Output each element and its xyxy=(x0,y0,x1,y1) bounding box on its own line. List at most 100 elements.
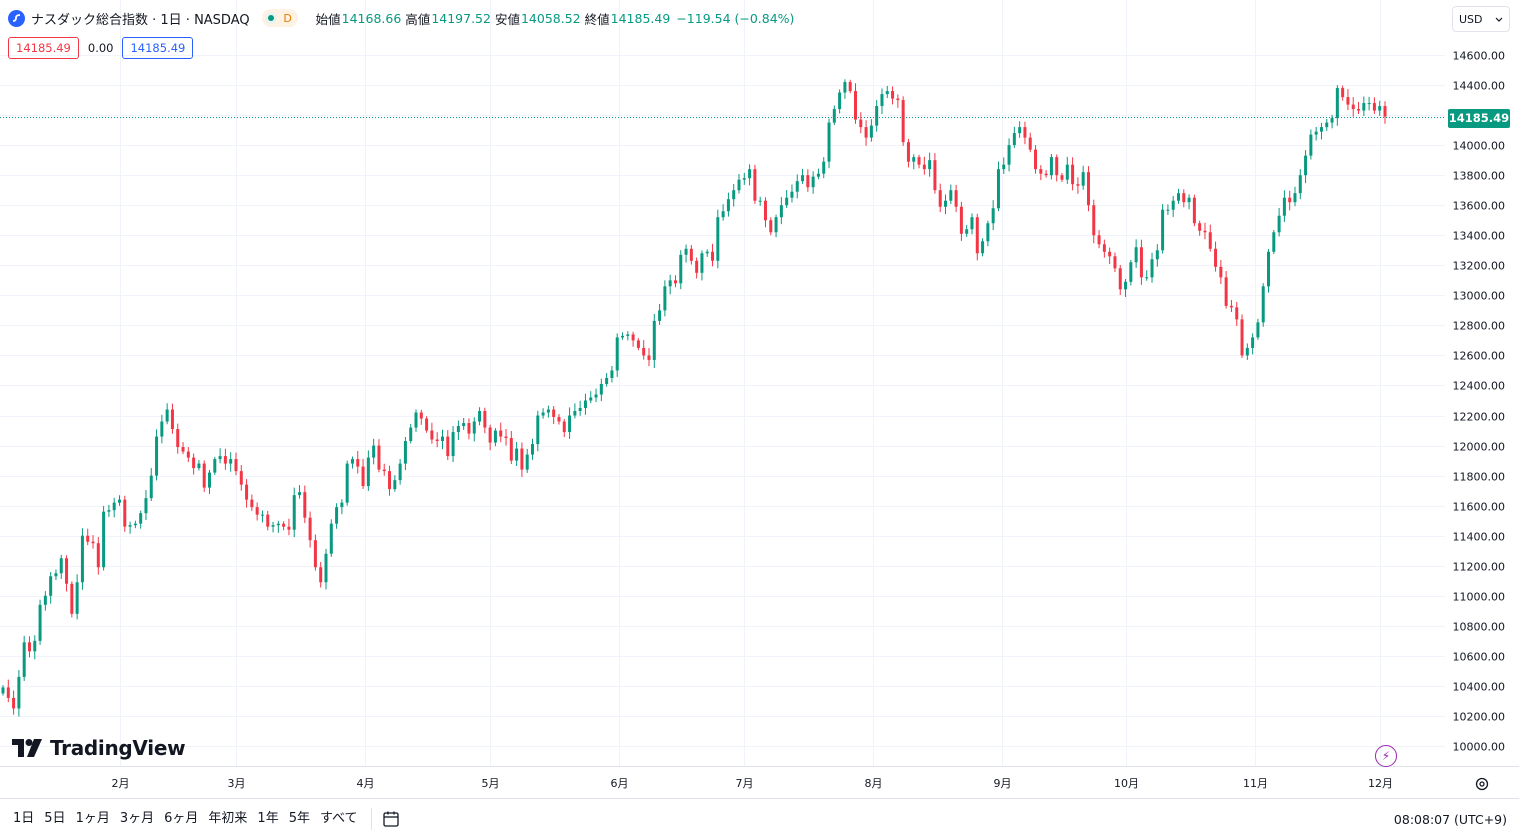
candle xyxy=(753,164,757,204)
market-open-dot-icon xyxy=(264,12,277,24)
candle xyxy=(117,495,121,506)
low-value: 14058.52 xyxy=(520,10,581,26)
price-chart[interactable]: 10000.00 10200.00 10400.00 10600.00 10800.00… xyxy=(0,0,1519,798)
candle-body xyxy=(462,423,466,427)
range-1m-button[interactable]: 1ヶ月 xyxy=(75,811,110,826)
price-tick-label: 10800.00 xyxy=(1453,621,1506,634)
range-3m-button[interactable]: 3ヶ月 xyxy=(119,811,155,826)
candle-body xyxy=(673,280,677,284)
candle-body xyxy=(6,687,10,698)
candle xyxy=(282,521,286,531)
range-ytd-button[interactable]: 年初来 xyxy=(208,811,248,826)
candle xyxy=(350,456,354,469)
lightning-icon[interactable]: ⚡ xyxy=(1375,745,1397,767)
range-all-button[interactable]: すべて xyxy=(319,811,358,826)
candle-body xyxy=(922,164,926,170)
candle xyxy=(536,410,540,452)
candle-body xyxy=(298,492,302,496)
candle-body xyxy=(102,511,106,568)
candle xyxy=(1267,249,1271,293)
candle xyxy=(1012,126,1016,148)
range-5y-button[interactable]: 5年 xyxy=(288,811,310,826)
candle-body xyxy=(239,471,243,485)
candle-body xyxy=(1346,97,1350,105)
candle-body xyxy=(864,127,868,138)
candle-body xyxy=(912,157,916,162)
candle xyxy=(642,340,646,360)
ask-value-box[interactable]: 14185.49 xyxy=(122,37,194,59)
candle xyxy=(49,572,53,604)
calendar-range-icon[interactable] xyxy=(380,808,402,830)
currency-select[interactable]: USD xyxy=(1452,6,1510,32)
candle-body xyxy=(1304,155,1308,176)
candle-body xyxy=(292,495,296,530)
candle xyxy=(652,313,656,369)
candle-body xyxy=(1012,133,1016,146)
candle-body xyxy=(557,417,561,422)
candle xyxy=(1118,265,1122,296)
candle xyxy=(1039,165,1043,181)
grid-lines xyxy=(0,0,1445,766)
bid-value-box[interactable]: 14185.49 xyxy=(8,37,79,59)
candle xyxy=(647,348,651,367)
candle-body xyxy=(541,412,545,416)
candle xyxy=(425,416,429,433)
candle xyxy=(292,487,296,538)
candle-body xyxy=(160,421,164,437)
low-label: 安値 xyxy=(494,11,520,27)
symbol-logo-icon xyxy=(8,9,25,27)
candle-body xyxy=(536,415,540,445)
high-label: 高値 xyxy=(405,11,431,27)
candle-body xyxy=(123,499,127,527)
candle-body xyxy=(726,199,730,212)
candle-body xyxy=(949,190,953,201)
candle xyxy=(716,209,720,269)
candle-body xyxy=(282,523,286,527)
candle-body xyxy=(801,175,805,182)
candle-body xyxy=(748,169,752,179)
candle xyxy=(1219,260,1223,285)
price-tick-label: 13400.00 xyxy=(1453,230,1506,243)
candle-body xyxy=(1145,277,1149,279)
candle xyxy=(1161,204,1165,254)
range-1y-button[interactable]: 1年 xyxy=(257,811,279,826)
candle-body xyxy=(986,223,990,242)
candle-body xyxy=(1351,104,1355,110)
candle-body xyxy=(446,436,450,457)
clock-time[interactable]: 08:08:07 (UTC+9) xyxy=(1393,811,1507,827)
candle-body xyxy=(1076,184,1080,186)
candle-body xyxy=(594,394,598,398)
candle-body xyxy=(218,456,222,460)
candle-body xyxy=(1065,164,1069,180)
time-axis[interactable]: 232月3月4月5月6月7月8月9月10月11月12月 xyxy=(0,766,1519,791)
candle-body xyxy=(382,469,386,472)
candle xyxy=(541,408,545,419)
candle-body xyxy=(525,454,529,470)
candle-body xyxy=(1251,337,1255,348)
candle xyxy=(1378,100,1382,116)
candle xyxy=(737,173,741,194)
candle xyxy=(1097,230,1101,249)
candle xyxy=(605,373,609,387)
candle-body xyxy=(1203,230,1207,233)
tradingview-logo-icon xyxy=(12,739,42,757)
candle xyxy=(1282,190,1286,222)
candle xyxy=(271,521,275,533)
price-axis[interactable]: 10000.00 10200.00 10400.00 10600.00 10800.00… xyxy=(1453,50,1506,754)
range-6m-button[interactable]: 6ヶ月 xyxy=(164,811,199,826)
candle xyxy=(1256,318,1260,340)
symbol-title[interactable]: ナスダック総合指数 · 1日 · NASDAQ xyxy=(31,12,250,28)
candle xyxy=(721,204,725,221)
range-5d-button[interactable]: 5日 xyxy=(44,811,66,826)
gear-icon[interactable] xyxy=(1474,776,1490,792)
tradingview-watermark[interactable]: TradingView xyxy=(12,736,186,760)
candle xyxy=(1023,121,1027,145)
candle xyxy=(875,100,879,132)
candle xyxy=(896,94,900,108)
candle-body xyxy=(208,472,212,488)
market-status-pill[interactable]: D xyxy=(261,9,298,27)
value-boxes: 14185.49 0.00 14185.49 xyxy=(8,37,194,59)
candle-body xyxy=(361,466,365,487)
candle-body xyxy=(1108,251,1112,257)
range-1d-button[interactable]: 1日 xyxy=(13,811,35,826)
